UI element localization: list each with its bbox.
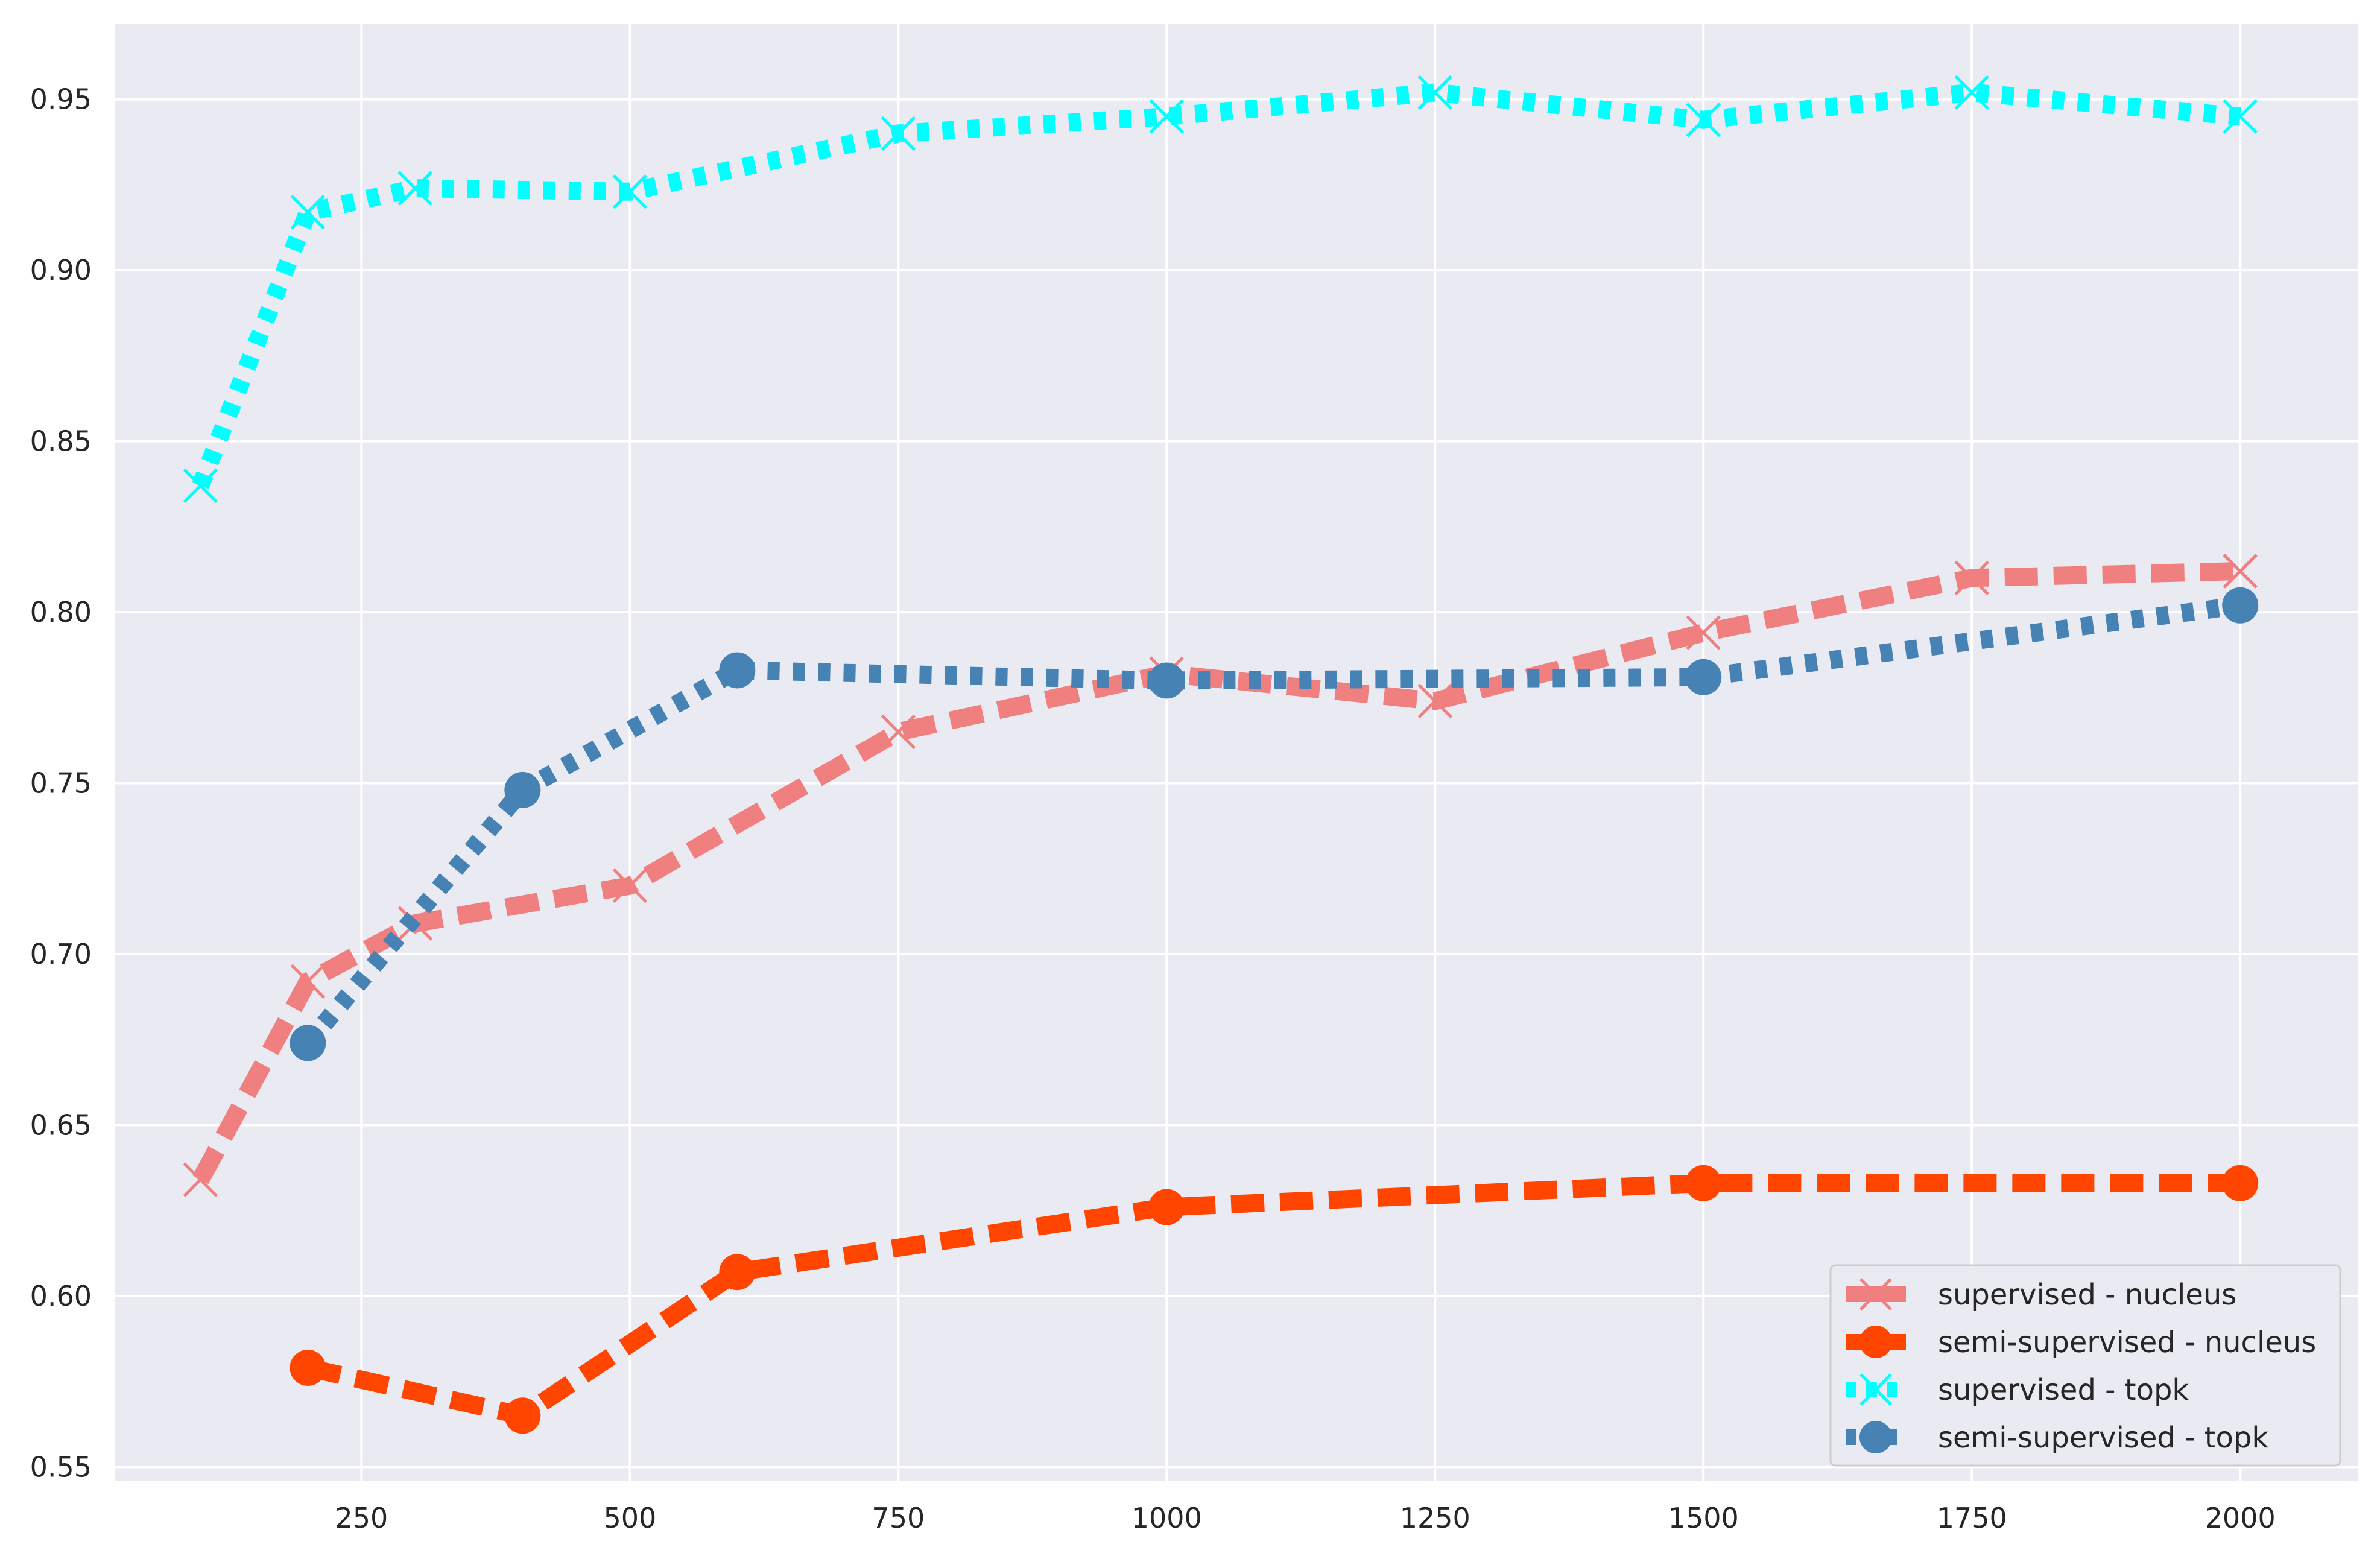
data-point (1417, 75, 1453, 110)
x-tick-label: 250 (335, 1502, 388, 1534)
y-tick-label: 0.65 (30, 1108, 92, 1141)
legend-swatch-marker (1859, 1278, 1892, 1311)
data-point (1149, 99, 1185, 134)
legend-label: semi-supervised - topk (1938, 1421, 2268, 1455)
legend-label: semi-supervised - nucleus (1938, 1326, 2316, 1359)
data-point (1954, 560, 1990, 596)
data-point (2223, 99, 2258, 134)
x-tick-label: 1250 (1400, 1502, 1470, 1534)
marker-stroke (1417, 75, 1453, 110)
legend-swatch-marker (1859, 1373, 1892, 1406)
data-point (290, 964, 326, 999)
data-point (504, 771, 541, 808)
marker-stroke (397, 171, 433, 206)
series-line (306, 1174, 2241, 1425)
legend-swatch-marker (1859, 1326, 1892, 1358)
data-point (183, 1162, 218, 1197)
data-point (290, 1349, 326, 1386)
data-point (612, 868, 648, 903)
x-tick-label: 2000 (2205, 1502, 2276, 1534)
series-3 (290, 587, 2259, 1061)
y-tick-label: 0.85 (30, 425, 92, 458)
data-point (719, 1254, 756, 1291)
marker-stroke (290, 964, 326, 999)
marker-stroke (881, 116, 916, 151)
series-2 (183, 75, 2258, 504)
data-point (881, 714, 916, 750)
x-tick-label: 1000 (1131, 1502, 1202, 1534)
y-tick-label: 0.55 (30, 1450, 92, 1483)
legend-item: supervised - topk (1846, 1373, 2189, 1407)
data-point (2223, 554, 2258, 589)
marker-stroke (1859, 1373, 1892, 1406)
marker-stroke (1686, 615, 1721, 650)
marker-stroke (1686, 102, 1721, 138)
data-point (1417, 683, 1453, 719)
marker-stroke (183, 1162, 218, 1197)
legend-swatch-marker (1859, 1421, 1892, 1453)
legend-item: semi-supervised - topk (1846, 1421, 2268, 1455)
legend-item: semi-supervised - nucleus (1846, 1326, 2316, 1359)
legend-label: supervised - topk (1938, 1373, 2189, 1407)
marker-stroke (1417, 683, 1453, 719)
series-1 (290, 1165, 2259, 1434)
marker-stroke (612, 174, 648, 209)
series-line (192, 562, 2241, 1184)
data-point (1686, 102, 1721, 138)
data-point (2222, 587, 2259, 624)
data-point (183, 468, 218, 504)
x-tick-label: 1500 (1668, 1502, 1739, 1534)
marker-stroke (2223, 99, 2258, 134)
grid-lines (115, 24, 2358, 1481)
legend-item: supervised - nucleus (1846, 1278, 2236, 1312)
y-axis-tick-labels: 0.55 0.60 0.65 0.70 0.75 0.80 0.85 0.90 0.95 (30, 83, 92, 1484)
y-tick-label: 0.90 (30, 254, 92, 286)
marker-stroke (183, 468, 218, 504)
data-point (1685, 1165, 1722, 1201)
marker-stroke (1149, 99, 1185, 134)
marker-stroke (290, 195, 326, 230)
data-point (290, 1025, 326, 1061)
marker-stroke (1954, 75, 1990, 110)
marker-stroke (2223, 554, 2258, 589)
data-point (504, 1397, 541, 1434)
marker-stroke (1859, 1278, 1892, 1311)
data-point (1685, 659, 1722, 695)
x-tick-label: 1750 (1937, 1502, 2007, 1534)
data-point (2222, 1165, 2259, 1201)
legend: supervised - nucleus semi-supervised - nu… (1829, 1264, 2341, 1467)
plot-area (115, 24, 2358, 1481)
data-point (1148, 1189, 1185, 1225)
y-tick-label: 0.95 (30, 83, 92, 116)
y-tick-label: 0.80 (30, 596, 92, 628)
legend-label: supervised - nucleus (1938, 1278, 2236, 1312)
x-tick-label: 750 (872, 1502, 925, 1534)
y-tick-label: 0.60 (30, 1280, 92, 1312)
data-point (1686, 615, 1721, 650)
data-point (612, 174, 648, 209)
legend-box (1829, 1264, 2341, 1467)
marker-stroke (1954, 560, 1990, 596)
data-point (881, 116, 916, 151)
data-point (1954, 75, 1990, 110)
x-tick-label: 500 (603, 1502, 656, 1534)
data-point (397, 171, 433, 206)
marker-stroke (612, 868, 648, 903)
data-point (1148, 662, 1185, 699)
series-line (300, 596, 2242, 1049)
marker-stroke (881, 714, 916, 750)
y-tick-label: 0.75 (30, 767, 92, 800)
data-point (290, 195, 326, 230)
data-point (719, 652, 756, 689)
y-tick-label: 0.70 (30, 938, 92, 970)
x-axis-tick-labels: 250 500 750 1000 1250 1500 1750 2000 (335, 1502, 2275, 1534)
